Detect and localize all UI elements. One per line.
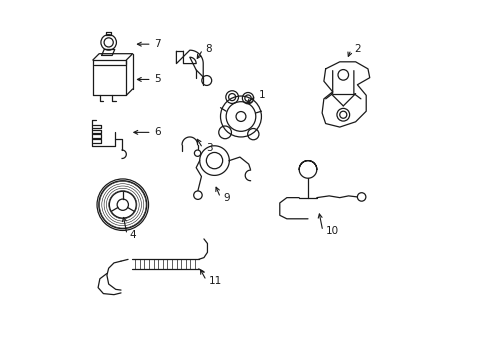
Text: 2: 2 <box>353 45 360 54</box>
Text: 7: 7 <box>154 39 161 49</box>
Text: 4: 4 <box>130 230 136 240</box>
Text: 1: 1 <box>258 90 264 100</box>
Text: 8: 8 <box>205 45 212 54</box>
Text: 9: 9 <box>223 193 229 203</box>
Text: 11: 11 <box>209 275 222 285</box>
Text: 10: 10 <box>325 226 338 236</box>
Text: 5: 5 <box>154 75 161 85</box>
Text: 6: 6 <box>154 127 161 138</box>
Text: 3: 3 <box>205 143 212 153</box>
